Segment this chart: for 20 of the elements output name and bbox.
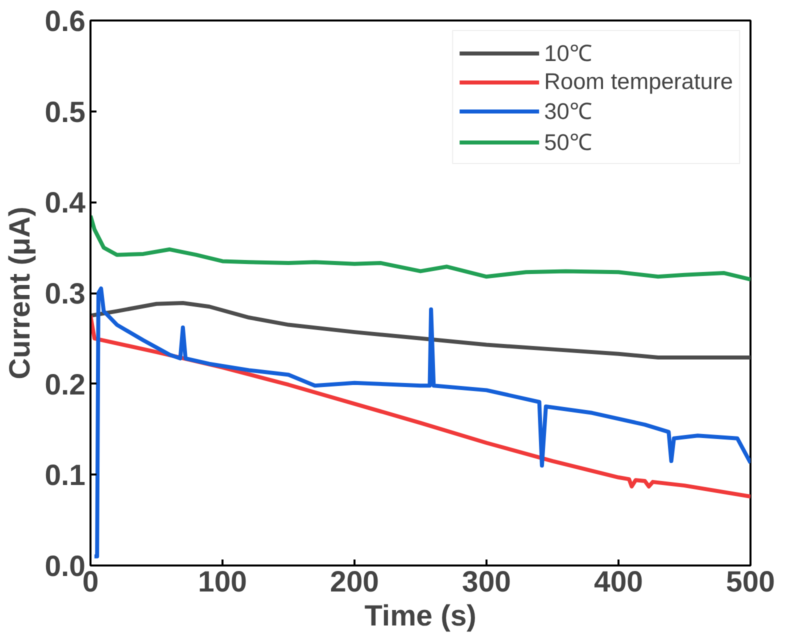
legend-label: 50℃ (544, 128, 592, 157)
line-series (92, 286, 750, 558)
y-tick-label: 0.4 (44, 186, 86, 220)
x-tick-label: 400 (594, 566, 643, 598)
y-tick-label: 0.3 (44, 278, 86, 310)
x-tick-label: 300 (462, 566, 511, 598)
y-axis-title: Current (μA) (4, 206, 37, 380)
y-tick-label: 0.2 (44, 368, 86, 402)
x-tick-label: 100 (198, 566, 247, 598)
legend-label: 30℃ (544, 97, 592, 126)
x-tick-label: 200 (330, 566, 379, 598)
legend-label: Room temperature (544, 68, 733, 95)
legend-label: 10℃ (544, 39, 592, 68)
line-series (90, 300, 750, 360)
line-series (90, 214, 750, 282)
y-tick-label: 0.1 (44, 459, 86, 492)
y-tick-label: 0.5 (44, 96, 86, 129)
x-axis-title: Time (s) (364, 600, 476, 632)
x-tick-label: 500 (726, 566, 775, 598)
y-tick-label: 0.6 (44, 5, 86, 38)
